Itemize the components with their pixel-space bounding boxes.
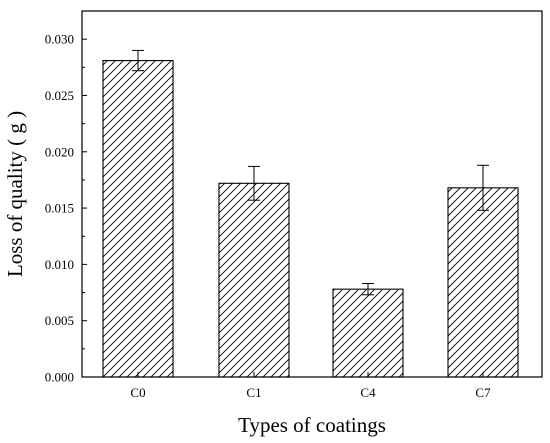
x-tick-label-c0: C0	[130, 385, 145, 400]
y-tick-label: 0.005	[45, 313, 74, 328]
bar-c4	[332, 288, 404, 378]
y-tick-label: 0.015	[45, 201, 74, 216]
error-bar-c7	[477, 164, 489, 211]
plot-frame	[81, 10, 543, 378]
x-tick-label-c4: C4	[360, 385, 376, 400]
x-axis-title: Types of coatings	[238, 413, 386, 437]
x-tick-label-c1: C1	[246, 385, 261, 400]
y-tick-label: 0.025	[45, 88, 74, 103]
y-axis-ticks: 0.000 0.005 0.010 0.015 0.020 0.025 0.030	[45, 32, 87, 385]
bar-c0	[102, 60, 174, 378]
y-tick-label: 0.010	[45, 257, 74, 272]
x-tick-label-c7: C7	[475, 385, 491, 400]
bars	[102, 60, 519, 378]
y-tick-label: 0.030	[45, 32, 74, 47]
y-axis-title: Loss of quality ( g )	[3, 111, 27, 277]
bar-c7	[447, 187, 519, 378]
error-bars	[132, 49, 489, 296]
y-tick-label: 0.000	[45, 370, 74, 385]
bar-c1	[218, 182, 290, 378]
error-bar-c1	[248, 165, 260, 201]
y-tick-label: 0.020	[45, 144, 74, 159]
x-axis-ticks: C0 C1 C4 C7	[130, 372, 491, 400]
error-bar-c0	[132, 49, 144, 72]
error-bar-c4	[362, 283, 374, 296]
